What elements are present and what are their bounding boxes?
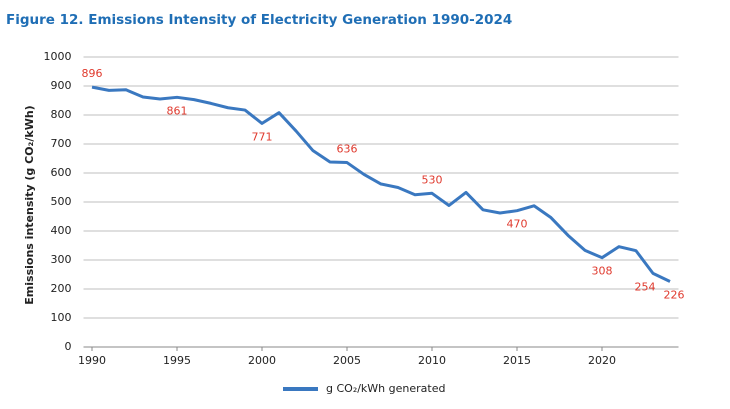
y-tick-label: 500 — [51, 195, 72, 208]
data-label: 771 — [252, 130, 273, 143]
x-tick-label: 1990 — [78, 354, 106, 367]
x-tick-label: 2010 — [418, 354, 446, 367]
y-tick-label: 800 — [51, 108, 72, 121]
data-label: 308 — [592, 265, 613, 278]
x-tick-label: 2000 — [248, 354, 276, 367]
legend-label: g CO₂/kWh generated — [326, 382, 445, 395]
y-tick-label: 300 — [51, 253, 72, 266]
x-tick-label: 2015 — [503, 354, 531, 367]
data-label: 530 — [422, 173, 443, 186]
y-tick-label: 200 — [51, 282, 72, 295]
line — [91, 85, 671, 283]
y-tick-label: 900 — [51, 79, 72, 92]
y-axis-label: Emissions intensity (g CO₂/kWh) — [23, 105, 36, 304]
x-tick-label: 2020 — [588, 354, 616, 367]
data-label: 896 — [82, 67, 103, 80]
chart-title: Figure 12. Emissions Intensity of Electr… — [6, 12, 512, 28]
x-tick-label: 1995 — [163, 354, 191, 367]
y-tick-label: 600 — [51, 166, 72, 179]
y-tick-label: 700 — [51, 137, 72, 150]
data-label: 226 — [664, 288, 685, 301]
data-label: 636 — [337, 143, 358, 156]
y-tick-label: 0 — [65, 340, 72, 353]
y-tick-label: 100 — [51, 311, 72, 324]
y-tick-label: 400 — [51, 224, 72, 237]
data-label: 254 — [635, 280, 656, 293]
data-label: 861 — [167, 104, 188, 117]
x-tick-label: 2005 — [333, 354, 361, 367]
data-label: 470 — [507, 218, 528, 231]
y-tick-label: 1000 — [44, 50, 72, 63]
